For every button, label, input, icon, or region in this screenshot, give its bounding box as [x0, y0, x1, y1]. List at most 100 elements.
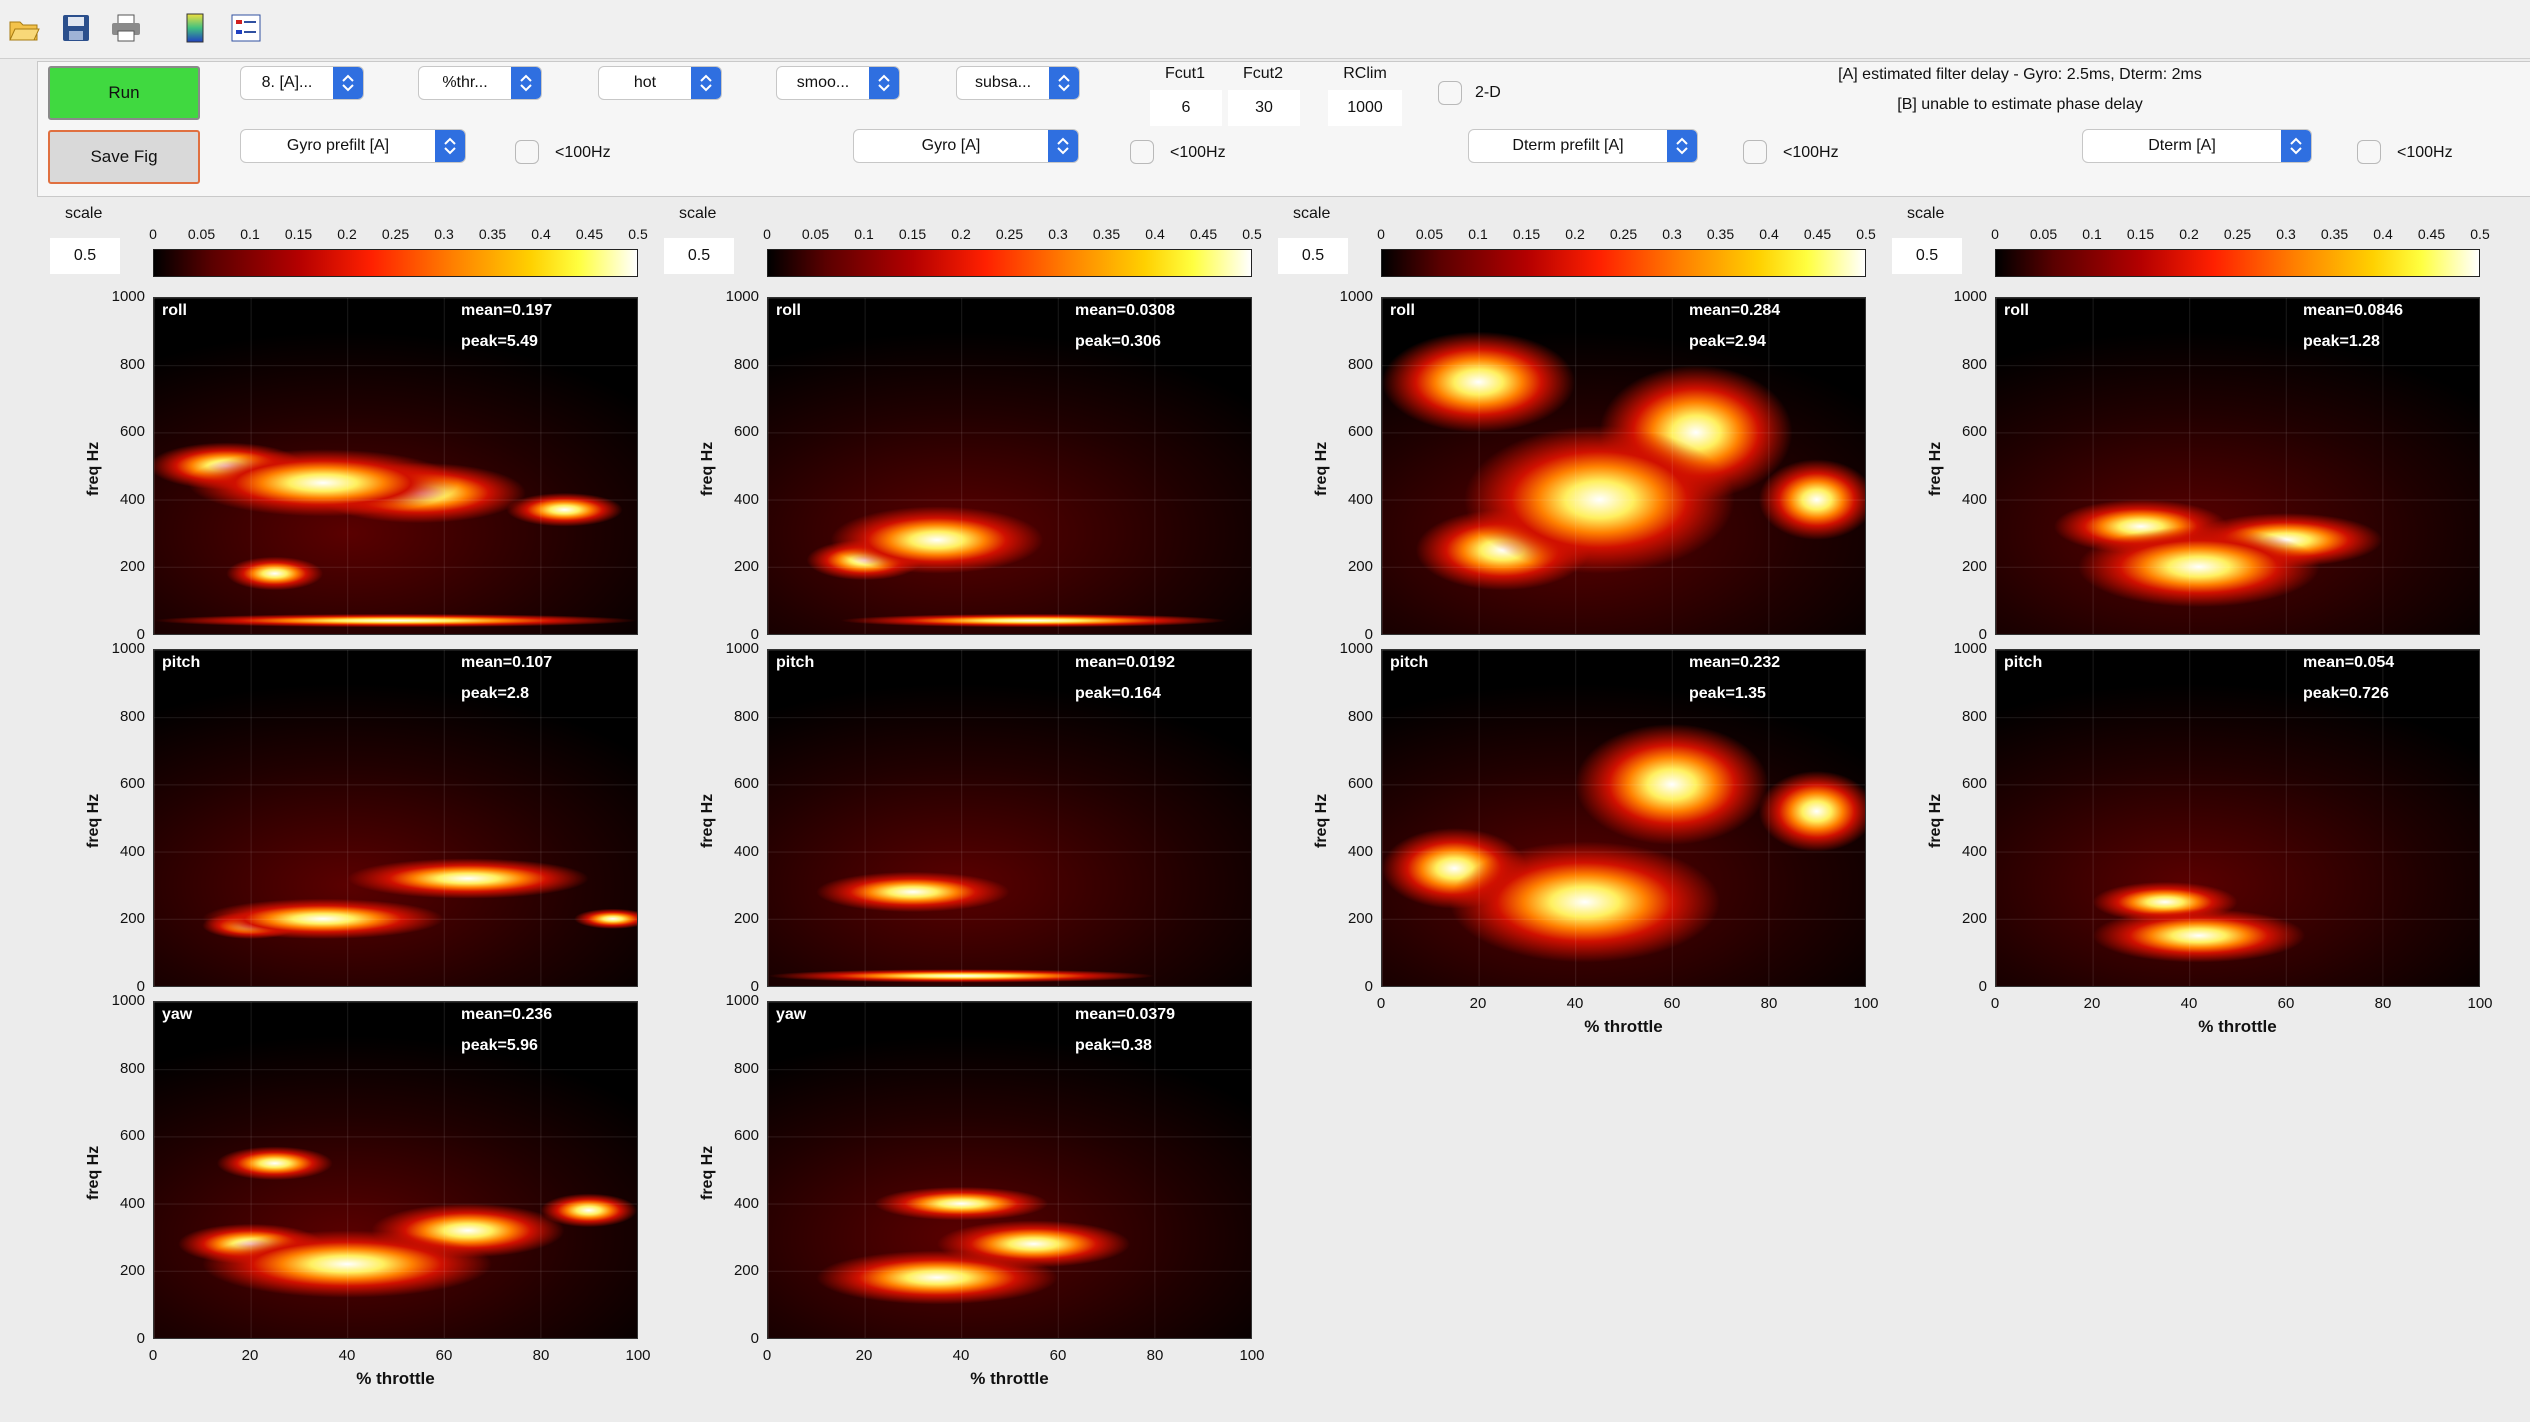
colorbar-tick: 0.2 [1565, 226, 1585, 242]
colorbar-icon[interactable] [176, 8, 216, 48]
source-popup-1[interactable]: Gyro prefilt [A] [240, 129, 466, 163]
colorbar-tick: 0.5 [1242, 226, 1262, 242]
folder-open-icon[interactable] [4, 8, 44, 48]
spectrogram-plot-pitch[interactable]: pitch mean=0.0192 peak=0.164 [767, 649, 1252, 987]
legend-icon[interactable] [226, 8, 266, 48]
x-tick-label: 20 [241, 1347, 259, 1364]
heatmap [1382, 298, 1865, 634]
run-button[interactable]: Run [48, 66, 200, 120]
scale-input[interactable]: 0.5 [1278, 238, 1348, 274]
spectrogram-plot-roll[interactable]: roll mean=0.0308 peak=0.306 [767, 297, 1252, 635]
x-tick-label: 80 [1146, 1347, 1164, 1364]
mean-label: mean=0.232 [1689, 654, 1781, 671]
chevron-updown-icon [333, 67, 363, 99]
heatmap [1382, 650, 1865, 986]
x-tick-label: 60 [435, 1347, 453, 1364]
colorbar-tick: 0.1 [240, 226, 260, 242]
x-axis-label: % throttle [1584, 1017, 1663, 1036]
mean-label: mean=0.107 [461, 654, 553, 671]
save-fig-button[interactable]: Save Fig [48, 130, 200, 184]
spectrogram-plot-pitch[interactable]: pitch mean=0.054 peak=0.726 [1995, 649, 2480, 987]
lt100hz-label: <100Hz [1783, 144, 1839, 161]
scale-input[interactable]: 0.5 [50, 238, 120, 274]
lt100hz-checkbox-4[interactable] [2357, 140, 2381, 164]
spectrogram-plot-yaw[interactable]: yaw mean=0.236 peak=5.96 [153, 1001, 638, 1339]
chevron-updown-icon [1049, 67, 1079, 99]
colorbar-tick: 0.4 [531, 226, 551, 242]
source-popup-4[interactable]: Dterm [A] [2082, 129, 2312, 163]
x-tick-label: 0 [762, 1347, 772, 1364]
colormap-popup[interactable]: hot [598, 66, 722, 100]
fcut2-input[interactable]: 30 [1228, 90, 1300, 126]
x-tick-label: 100 [2467, 995, 2493, 1012]
lt100hz-label: <100Hz [555, 144, 611, 161]
spectrogram-plot-roll[interactable]: roll mean=0.0846 peak=1.28 [1995, 297, 2480, 635]
popup-label: %thr... [442, 74, 488, 91]
axis-name-label: yaw [776, 1006, 807, 1023]
colorbar-tick: 0.35 [1092, 226, 1121, 242]
colorbar-tick: 0.3 [2276, 226, 2296, 242]
popup-label: 8. [A]... [261, 74, 313, 91]
y-tick-label: 800 [119, 355, 145, 373]
peak-label: peak=2.94 [1689, 333, 1766, 350]
colorbar-tick: 0.3 [1048, 226, 1068, 242]
y-tick-label: 1000 [111, 288, 145, 305]
lt100hz-checkbox-1[interactable] [515, 140, 539, 164]
xaxis-mode-popup[interactable]: %thr... [418, 66, 542, 100]
lt100hz-label: <100Hz [1170, 144, 1226, 161]
y-tick-label: 800 [1347, 355, 1373, 373]
colorbar-tick: 0.1 [2082, 226, 2102, 242]
colorbar-tick: 0.15 [898, 226, 927, 242]
y-tick-label: 1000 [725, 288, 759, 305]
spectrogram-plot-pitch[interactable]: pitch mean=0.232 peak=1.35 [1381, 649, 1866, 987]
lt100hz-checkbox-2[interactable] [1130, 140, 1154, 164]
axis-name-label: roll [1390, 302, 1415, 319]
heatmap [154, 1002, 637, 1338]
peak-label: peak=5.96 [461, 1037, 538, 1054]
y-tick-label: 400 [1347, 842, 1373, 860]
y-tick-label: 1000 [1339, 640, 1373, 657]
spectrogram-plot-yaw[interactable]: yaw mean=0.0379 peak=0.38 [767, 1001, 1252, 1339]
twod-checkbox[interactable] [1438, 81, 1462, 105]
fcut1-input[interactable]: 6 [1150, 90, 1222, 126]
x-tick-label: 20 [855, 1347, 873, 1364]
mean-label: mean=0.197 [461, 302, 553, 319]
heatmap [154, 298, 637, 634]
y-tick-label: 200 [733, 910, 759, 928]
axis-name-label: roll [2004, 302, 2029, 319]
y-tick-label: 600 [1347, 423, 1373, 441]
colorbar [1381, 249, 1866, 277]
y-tick-label: 0 [1978, 626, 1987, 643]
spectrogram-plot-roll[interactable]: roll mean=0.197 peak=5.49 [153, 297, 638, 635]
chevron-updown-icon [869, 67, 899, 99]
y-tick-label: 400 [733, 490, 759, 508]
rclim-input[interactable]: 1000 [1328, 90, 1402, 126]
y-tick-label: 200 [119, 1262, 145, 1280]
save-disk-icon[interactable] [56, 8, 96, 48]
popup-label: Dterm prefilt [A] [1512, 137, 1624, 154]
lt100hz-label: <100Hz [2397, 144, 2453, 161]
x-tick-label: 0 [1990, 995, 2000, 1012]
smoothing-popup[interactable]: smoo... [776, 66, 900, 100]
scale-input[interactable]: 0.5 [1892, 238, 1962, 274]
grid [768, 1002, 1251, 1338]
colorbar-tick: 0.05 [2029, 226, 2058, 242]
print-icon[interactable] [106, 8, 146, 48]
subsample-popup[interactable]: subsa... [956, 66, 1080, 100]
peak-label: peak=0.306 [1075, 333, 1161, 350]
colorbar-tick: 0.05 [1415, 226, 1444, 242]
source-popup-2[interactable]: Gyro [A] [853, 129, 1079, 163]
scale-input[interactable]: 0.5 [664, 238, 734, 274]
x-axis-label: % throttle [970, 1369, 1049, 1388]
fcut2-label: Fcut2 [1242, 65, 1283, 82]
source-popup-3[interactable]: Dterm prefilt [A] [1468, 129, 1698, 163]
file-select-popup[interactable]: 8. [A]... [240, 66, 364, 100]
colorbar-tick: 0.4 [1145, 226, 1165, 242]
lt100hz-checkbox-3[interactable] [1743, 140, 1767, 164]
y-tick-label: 600 [1961, 423, 1987, 441]
spectrogram-plot-roll[interactable]: roll mean=0.284 peak=2.94 [1381, 297, 1866, 635]
y-tick-label: 400 [1961, 842, 1987, 860]
spectrogram-plot-pitch[interactable]: pitch mean=0.107 peak=2.8 [153, 649, 638, 987]
y-tick-label: 0 [1978, 978, 1987, 995]
x-tick-label: 100 [1239, 1347, 1265, 1364]
